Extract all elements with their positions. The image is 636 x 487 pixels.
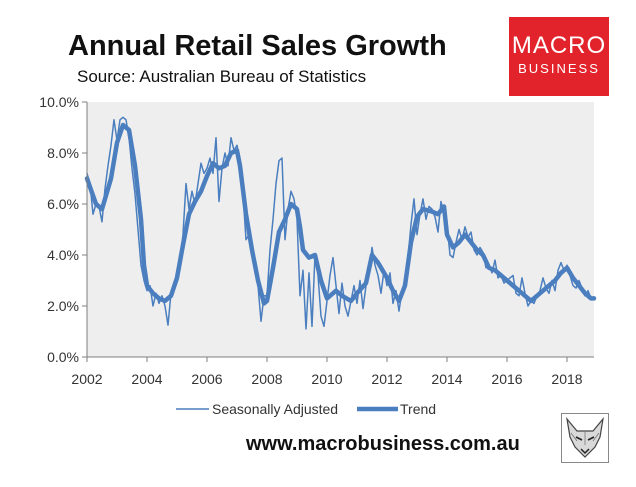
x-tick-label: 2010 — [311, 371, 342, 387]
x-tick-label: 2004 — [131, 371, 162, 387]
plot-area — [87, 102, 594, 357]
legend-label-seasonally-adjusted: Seasonally Adjusted — [212, 401, 338, 417]
y-tick-label: 2.0% — [47, 298, 79, 314]
y-tick-label: 4.0% — [47, 247, 79, 263]
logo-line-2: BUSINESS — [518, 61, 600, 76]
x-tick-label: 2012 — [371, 371, 402, 387]
legend: Seasonally Adjusted Trend — [176, 401, 436, 417]
series-line-trend — [84, 122, 597, 306]
macrobusiness-logo: MACRO BUSINESS — [509, 17, 609, 96]
chart-subtitle: Source: Australian Bureau of Statistics — [77, 67, 367, 86]
y-axis: 0.0% 2.0% 4.0% 6.0% 8.0% 10.0% — [39, 94, 87, 365]
chart-title: Annual Retail Sales Growth — [68, 30, 447, 62]
logo-line-1: MACRO — [511, 32, 607, 59]
x-tick-label: 2006 — [191, 371, 222, 387]
x-axis: 2002 2004 2006 2008 2010 2012 2014 2016 2018 — [71, 357, 583, 387]
series-layer — [84, 116, 597, 330]
website-link[interactable]: www.macrobusiness.com.au — [246, 433, 520, 455]
legend-label-trend: Trend — [400, 401, 436, 417]
y-tick-label: 0.0% — [47, 349, 79, 365]
y-tick-label: 10.0% — [39, 94, 79, 110]
x-tick-label: 2014 — [431, 371, 462, 387]
x-tick-label: 2018 — [551, 371, 582, 387]
x-tick-label: 2008 — [251, 371, 282, 387]
x-tick-label: 2002 — [71, 371, 102, 387]
y-tick-label: 6.0% — [47, 196, 79, 212]
y-tick-label: 8.0% — [47, 145, 79, 161]
x-tick-label: 2016 — [491, 371, 522, 387]
fox-head-icon — [561, 413, 609, 463]
